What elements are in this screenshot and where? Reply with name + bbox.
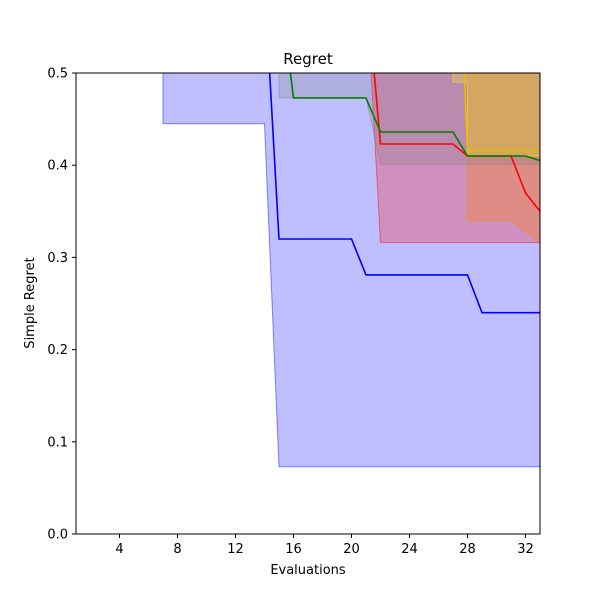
x-tick-label: 32: [517, 542, 534, 557]
y-axis-label: Simple Regret: [23, 257, 38, 348]
y-tick-label: 0.5: [47, 67, 68, 82]
x-tick-label: 4: [115, 542, 123, 557]
band-series-3: [467, 73, 540, 244]
y-tick-label: 0.1: [47, 435, 68, 450]
x-tick-label: 20: [343, 542, 360, 557]
band-series-5: [452, 73, 540, 157]
line-series-4: [289, 73, 540, 162]
x-axis: 4 8 12 16 20 24 28 32: [115, 534, 534, 557]
y-tick-label: 0.2: [47, 343, 68, 358]
line-series-2: [373, 73, 540, 212]
x-tick-label: 8: [173, 542, 181, 557]
y-tick-label: 0.4: [47, 159, 68, 174]
line-series-5: [463, 73, 540, 152]
band-series-1: [162, 73, 540, 468]
x-tick-label: 28: [459, 542, 476, 557]
y-tick-label: 0.3: [47, 251, 68, 266]
confidence-bands: [162, 73, 540, 468]
x-axis-label: Evaluations: [270, 563, 346, 578]
band-series-2: [370, 73, 540, 244]
line-series-1: [268, 73, 540, 314]
series-lines: [268, 73, 540, 314]
x-tick-label: 16: [285, 542, 302, 557]
y-axis: 0.0 0.1 0.2 0.3 0.4 0.5: [47, 67, 76, 543]
plot-frame: [75, 72, 541, 535]
chart-title: Regret: [283, 50, 333, 68]
x-tick-label: 12: [227, 542, 244, 557]
x-tick-label: 24: [401, 542, 418, 557]
y-tick-label: 0.0: [47, 528, 68, 543]
